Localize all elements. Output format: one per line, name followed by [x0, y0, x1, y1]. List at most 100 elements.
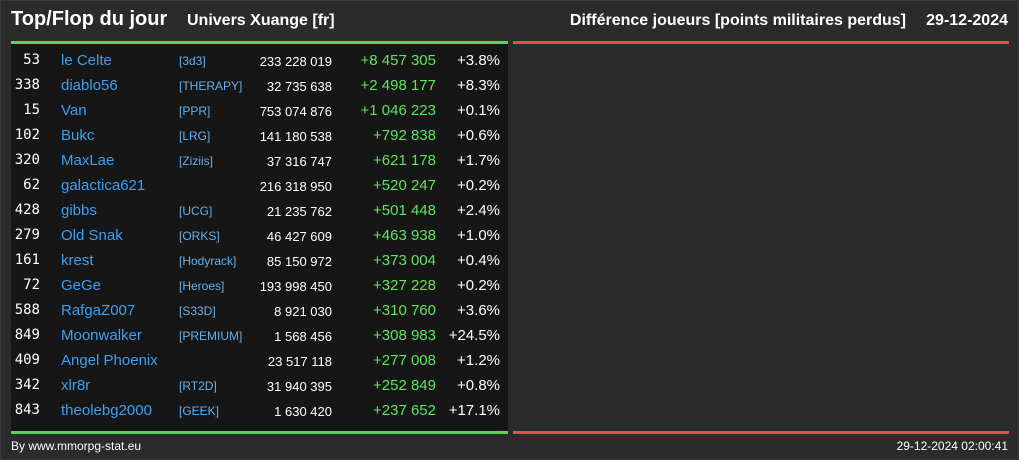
table-row: 53 le Celte [3d3] 233 228 019 +8 457 305 +3.8…	[11, 48, 508, 73]
date-label: 29-12-2024	[926, 12, 1008, 29]
percent-change-cell: +0.6%	[457, 127, 500, 144]
bottom-divider-green	[11, 431, 508, 434]
difference-cell: +2 498 177	[360, 77, 437, 94]
points-cell: 32 735 638	[266, 79, 332, 94]
points-cell: 37 316 747	[266, 154, 332, 169]
percent-change-cell: +3.8%	[457, 52, 500, 69]
alliance-tag-link[interactable]: [Ziziis]	[179, 154, 213, 168]
rank-cell: 588	[14, 302, 40, 318]
points-cell: 216 318 950	[259, 179, 332, 194]
alliance-tag-link[interactable]: [GEEK]	[179, 404, 220, 418]
player-name-link[interactable]: le Celte	[61, 52, 112, 69]
points-cell: 31 940 395	[266, 379, 332, 394]
rank-cell: 342	[14, 377, 40, 393]
metric-label: Différence joueurs [points militaires pe…	[569, 12, 906, 29]
points-cell: 1 630 420	[274, 404, 332, 419]
player-name-link[interactable]: GeGe	[61, 277, 102, 294]
points-cell: 753 074 876	[259, 104, 332, 119]
site-credit-link[interactable]: By www.mmorpg-stat.eu	[11, 439, 142, 453]
difference-cell: +621 178	[373, 152, 436, 169]
bottom-divider-red	[513, 431, 1009, 434]
table-row: 102 Bukc [LRG] 141 180 538 +792 838 +0.6%	[11, 123, 508, 148]
alliance-tag-link[interactable]: [THERAPY]	[179, 79, 243, 93]
alliance-tag-link[interactable]: [Hodyrack]	[179, 254, 237, 268]
percent-change-cell: +0.1%	[457, 102, 500, 119]
difference-cell: +373 004	[373, 252, 436, 269]
table-row: 428 gibbs [UCG] 21 235 762 +501 448 +2.4%	[11, 198, 508, 223]
table-row: 338 diablo56 [THERAPY] 32 735 638 +2 498 177…	[11, 73, 508, 98]
player-name-link[interactable]: theolebg2000	[61, 402, 152, 419]
player-name-link[interactable]: Old Snak	[61, 227, 123, 244]
difference-cell: +501 448	[373, 202, 436, 219]
player-name-link[interactable]: MaxLae	[61, 152, 115, 169]
points-cell: 21 235 762	[266, 204, 332, 219]
player-name-link[interactable]: Moonwalker	[61, 327, 142, 344]
points-cell: 8 921 030	[274, 304, 332, 319]
rank-cell: 428	[14, 202, 40, 218]
rank-cell: 53	[23, 52, 40, 68]
table-row: 849 Moonwalker [PREMIUM] 1 568 456 +308 983 +…	[11, 323, 508, 348]
alliance-tag-link[interactable]: [PREMIUM]	[179, 329, 243, 343]
top-losers-panel	[513, 44, 1009, 431]
player-name-link[interactable]: diablo56	[61, 77, 118, 94]
alliance-tag-link[interactable]: [PPR]	[179, 104, 211, 118]
rank-cell: 161	[14, 252, 40, 268]
top-gainers-panel: 53 le Celte [3d3] 233 228 019 +8 457 305 +3.8…	[11, 44, 508, 431]
difference-cell: +8 457 305	[360, 52, 437, 69]
rank-cell: 62	[23, 177, 40, 193]
alliance-tag-link[interactable]: [RT2D]	[179, 379, 217, 393]
alliance-tag-link[interactable]: [Heroes]	[179, 279, 225, 293]
rank-cell: 15	[23, 102, 40, 118]
difference-cell: +252 849	[373, 377, 436, 394]
player-name-link[interactable]: krest	[61, 252, 94, 269]
table-row: 409 Angel Phoenix 23 517 118 +277 008 +1.2%	[11, 348, 508, 373]
rank-cell: 279	[14, 227, 40, 243]
player-name-link[interactable]: xlr8r	[61, 377, 91, 394]
alliance-tag-link[interactable]: [UCG]	[179, 204, 213, 218]
player-name-link[interactable]: Angel Phoenix	[61, 352, 158, 369]
difference-cell: +237 652	[373, 402, 436, 419]
difference-cell: +463 938	[373, 227, 436, 244]
table-row: 72 GeGe [Heroes] 193 998 450 +327 228 +0.2%	[11, 273, 508, 298]
difference-cell: +1 046 223	[360, 102, 437, 119]
alliance-tag-link[interactable]: [ORKS]	[179, 229, 220, 243]
points-cell: 1 568 456	[274, 329, 332, 344]
percent-change-cell: +1.2%	[457, 352, 500, 369]
table-row: 161 krest [Hodyrack] 85 150 972 +373 004 +0.4…	[11, 248, 508, 273]
difference-cell: +520 247	[373, 177, 436, 194]
top-divider-green	[11, 41, 508, 44]
alliance-tag-link[interactable]: [LRG]	[179, 129, 211, 143]
table-row: 588 RafgaZ007 [S33D] 8 921 030 +310 760 +3.6%	[11, 298, 508, 323]
percent-change-cell: +1.7%	[457, 152, 500, 169]
rank-cell: 409	[14, 352, 40, 368]
difference-cell: +327 228	[373, 277, 436, 294]
percent-change-cell: +0.2%	[457, 277, 500, 294]
percent-change-cell: +1.0%	[457, 227, 500, 244]
player-name-link[interactable]: galactica621	[61, 177, 146, 194]
difference-cell: +792 838	[373, 127, 436, 144]
player-name-link[interactable]: Van	[61, 102, 87, 119]
universe-label: Univers Xuange [fr]	[187, 12, 335, 29]
table-row: 320 MaxLae [Ziziis] 37 316 747 +621 178 +1.7%	[11, 148, 508, 173]
percent-change-cell: +2.4%	[457, 202, 500, 219]
player-name-link[interactable]: gibbs	[61, 202, 97, 219]
difference-cell: +310 760	[373, 302, 436, 319]
player-name-link[interactable]: Bukc	[61, 127, 95, 144]
percent-change-cell: +3.6%	[457, 302, 500, 319]
alliance-tag-link[interactable]: [3d3]	[179, 54, 206, 68]
table-row: 62 galactica621 216 318 950 +520 247 +0.2%	[11, 173, 508, 198]
rank-cell: 338	[14, 77, 40, 93]
player-name-link[interactable]: RafgaZ007	[61, 302, 136, 319]
percent-change-cell: +0.4%	[457, 252, 500, 269]
header: Top/Flop du jour Univers Xuange [fr] Dif…	[1, 1, 1018, 41]
percent-change-cell: +8.3%	[457, 77, 500, 94]
page-title: Top/Flop du jour	[11, 8, 168, 30]
points-cell: 46 427 609	[266, 229, 332, 244]
alliance-tag-link[interactable]: [S33D]	[179, 304, 216, 318]
table-row: 279 Old Snak [ORKS] 46 427 609 +463 938 +1.0%	[11, 223, 508, 248]
points-cell: 85 150 972	[266, 254, 332, 269]
percent-change-cell: +17.1%	[448, 402, 500, 419]
rank-cell: 843	[14, 402, 40, 418]
rank-cell: 849	[14, 327, 40, 343]
